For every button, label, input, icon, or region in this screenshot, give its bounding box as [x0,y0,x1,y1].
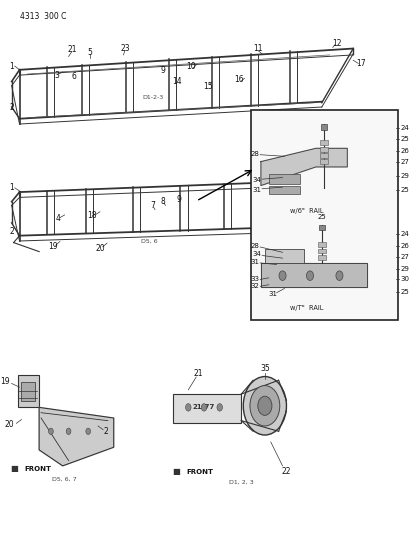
Text: 29: 29 [399,173,408,179]
Text: 25: 25 [399,136,408,142]
Text: 1: 1 [9,62,14,70]
Text: D5, 6, 7: D5, 6, 7 [52,477,77,482]
Circle shape [278,271,285,280]
Text: 15: 15 [202,82,212,91]
Text: w/T"  RAIL: w/T" RAIL [290,305,323,311]
Text: 27: 27 [399,159,408,165]
Bar [172,394,241,423]
Circle shape [48,428,53,434]
Text: D1, 2, 3: D1, 2, 3 [228,479,253,484]
Text: FRONT: FRONT [186,469,212,475]
Text: w/6"  RAIL: w/6" RAIL [290,208,323,214]
Text: 6: 6 [71,72,76,81]
Circle shape [201,403,206,411]
Text: 7: 7 [150,201,155,211]
Text: 30: 30 [399,277,408,282]
Text: 28: 28 [249,243,258,249]
Circle shape [335,271,342,280]
Circle shape [306,271,313,280]
Text: 24: 24 [399,125,408,131]
Bar [317,255,325,260]
Text: 22: 22 [281,467,290,475]
Circle shape [243,376,286,435]
Text: 3: 3 [54,70,59,79]
Text: 21: 21 [67,45,77,54]
Polygon shape [260,263,366,287]
Text: 8: 8 [160,197,165,206]
Text: 21-77: 21-77 [192,405,215,410]
Text: 32: 32 [249,284,258,289]
Circle shape [185,403,191,411]
Circle shape [257,396,271,415]
Text: 19: 19 [0,377,10,386]
Text: 10: 10 [186,62,196,71]
Text: 19: 19 [48,243,58,252]
Text: 20: 20 [95,244,105,253]
Text: 27: 27 [399,254,408,260]
Circle shape [249,385,279,426]
Text: 28: 28 [249,151,258,157]
Bar [318,224,324,230]
Text: 12: 12 [331,39,341,48]
Bar [251,110,398,320]
Text: D1-2-3: D1-2-3 [142,95,163,100]
Bar [319,159,327,164]
Text: 4: 4 [55,214,60,223]
Text: 18: 18 [87,212,97,221]
Text: 2: 2 [9,102,14,111]
Text: 26: 26 [399,243,408,249]
Text: ■: ■ [171,467,179,475]
Bar [264,248,303,263]
Text: 25: 25 [399,289,408,295]
Text: 9: 9 [175,195,180,204]
Text: ■: ■ [11,464,18,473]
Circle shape [85,428,90,434]
Polygon shape [260,148,346,185]
Bar [319,140,327,145]
Bar [320,124,326,130]
Bar [319,153,327,158]
Text: 21: 21 [193,369,202,378]
Text: 11: 11 [253,44,262,53]
Text: 25: 25 [317,214,326,220]
Text: 34: 34 [252,177,260,183]
Text: 17: 17 [355,59,365,68]
Bar [319,147,327,151]
Circle shape [216,403,222,411]
Bar [268,185,299,193]
Text: 5: 5 [88,49,92,57]
Text: 35: 35 [259,364,269,373]
Text: 24: 24 [399,231,408,237]
Text: 34: 34 [252,252,260,257]
Text: 33: 33 [249,277,258,282]
Text: 23: 23 [120,44,130,53]
Text: 2: 2 [103,427,108,436]
Text: 4313  300 C: 4313 300 C [20,12,66,21]
Text: D5, 6: D5, 6 [140,238,157,244]
Text: 16: 16 [234,75,244,84]
Text: 26: 26 [399,148,408,154]
Text: 31: 31 [267,291,276,297]
Text: 29: 29 [399,266,408,272]
Text: 9: 9 [160,67,165,75]
Bar [317,242,325,247]
Bar [18,375,39,407]
Text: 20: 20 [5,420,14,429]
Text: 1: 1 [9,183,14,192]
Bar [268,174,299,184]
Polygon shape [39,407,113,466]
Text: 14: 14 [171,77,181,86]
Text: 31: 31 [251,187,260,193]
Circle shape [66,428,71,434]
Bar [317,248,325,253]
Text: 25: 25 [399,187,408,193]
Bar [21,382,35,401]
Text: 2: 2 [9,228,14,237]
Text: FRONT: FRONT [25,466,52,472]
Text: 31: 31 [249,259,258,265]
